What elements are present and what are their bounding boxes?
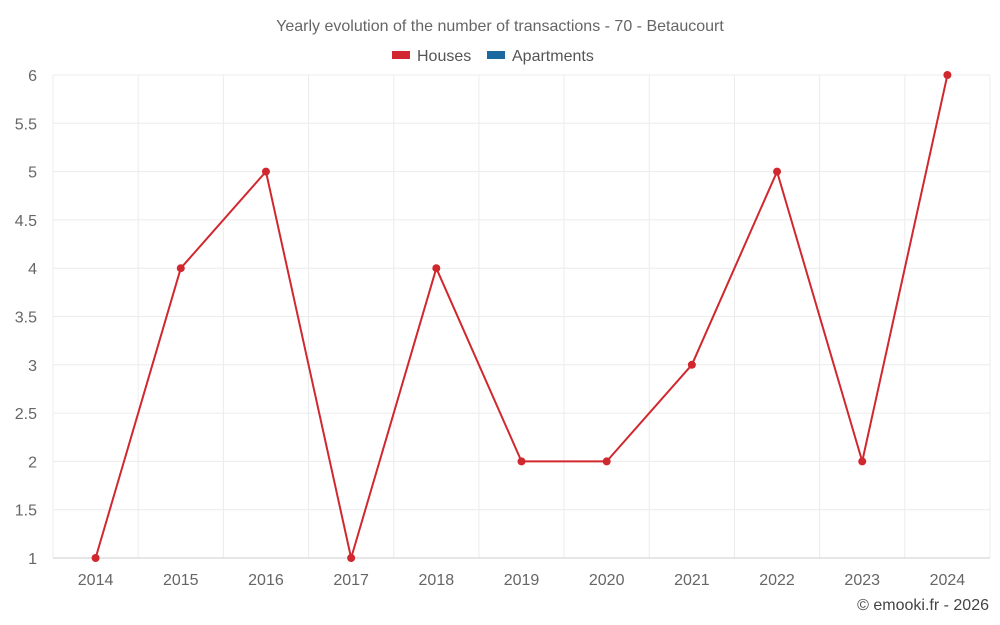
- y-tick-label: 2: [28, 454, 37, 471]
- legend-label-apartments: Apartments: [512, 48, 594, 65]
- data-point[interactable]: [943, 71, 952, 79]
- y-tick-label: 3: [28, 358, 37, 375]
- grid: [52, 74, 991, 559]
- x-tick-label: 2019: [504, 572, 540, 589]
- legend-item-apartments[interactable]: Apartments: [487, 48, 594, 65]
- x-tick-label: 2016: [248, 572, 284, 589]
- data-point[interactable]: [517, 457, 526, 466]
- data-point[interactable]: [858, 457, 867, 466]
- x-tick-label: 2015: [163, 572, 199, 589]
- x-tick-label: 2014: [78, 572, 114, 589]
- data-point[interactable]: [176, 264, 185, 273]
- x-tick-label: 2020: [589, 572, 625, 589]
- legend-item-houses[interactable]: Houses: [392, 48, 471, 65]
- series-houses: [91, 71, 952, 562]
- x-tick-label: 2024: [930, 572, 966, 589]
- data-point[interactable]: [687, 360, 696, 369]
- x-tick-label: 2018: [419, 572, 455, 589]
- y-tick-label: 5.5: [15, 116, 37, 133]
- y-tick-label: 1: [28, 551, 37, 568]
- y-axis-ticks: 1 1.5 2 2.5 3 3.5 4 4.5 5 5.5 6: [15, 68, 37, 568]
- y-tick-label: 4.5: [15, 213, 37, 230]
- chart-title: Yearly evolution of the number of transa…: [276, 18, 724, 35]
- x-tick-label: 2022: [759, 572, 795, 589]
- data-point[interactable]: [773, 167, 782, 176]
- x-tick-label: 2017: [333, 572, 369, 589]
- x-axis-ticks: 2014 2015 2016 2017 2018 2019 2020 2021 2022 2023…: [78, 572, 966, 589]
- legend: Houses Apartments: [392, 48, 594, 65]
- y-tick-label: 4: [28, 261, 37, 278]
- data-point[interactable]: [602, 457, 611, 466]
- legend-swatch-houses: [392, 51, 410, 59]
- x-tick-label: 2021: [674, 572, 710, 589]
- y-tick-label: 6: [28, 68, 37, 85]
- legend-label-houses: Houses: [417, 48, 471, 65]
- footer-credit: © emooki.fr - 2026: [857, 597, 989, 614]
- y-tick-label: 5: [28, 165, 37, 182]
- y-tick-label: 3.5: [15, 310, 37, 327]
- y-tick-label: 1.5: [15, 503, 37, 520]
- data-point[interactable]: [91, 554, 100, 562]
- data-point[interactable]: [347, 554, 356, 562]
- data-point[interactable]: [432, 264, 441, 273]
- data-point[interactable]: [261, 167, 270, 176]
- legend-swatch-apartments: [487, 51, 505, 59]
- y-tick-label: 2.5: [15, 406, 37, 423]
- x-tick-label: 2023: [844, 572, 880, 589]
